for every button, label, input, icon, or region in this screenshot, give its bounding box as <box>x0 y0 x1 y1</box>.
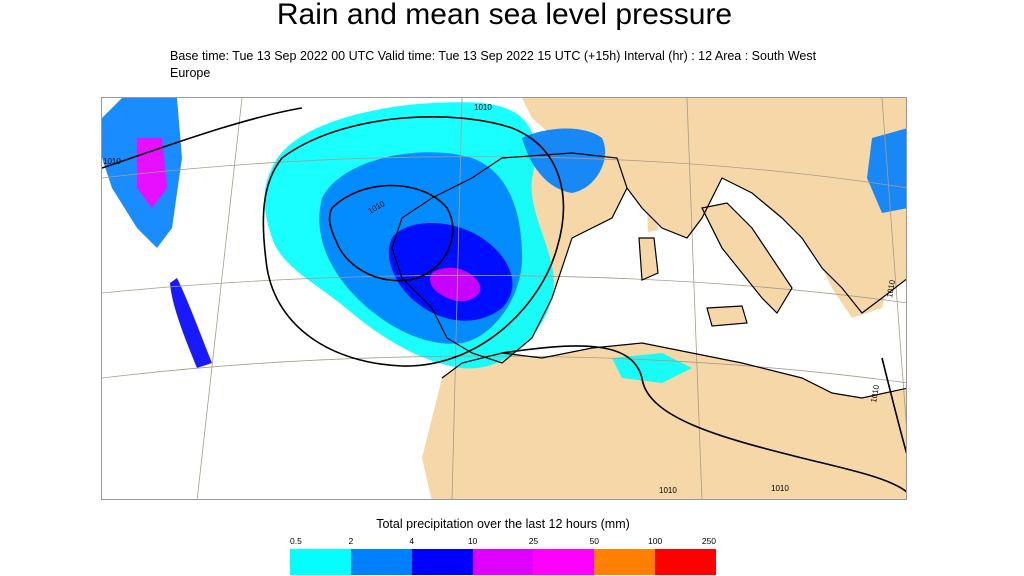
legend-tick-label: 100 <box>648 536 663 546</box>
map-panel[interactable]: 1010 1010 1010 1010 1010 1010 1010 <box>101 97 907 500</box>
coast-europe <box>626 177 906 314</box>
legend-tick-label: 4 <box>409 536 415 546</box>
isobar-north <box>102 107 303 169</box>
graticule-layer <box>102 98 906 499</box>
coast-iberia <box>391 152 628 364</box>
graticule-lat-2 <box>102 355 906 384</box>
graticule-lat-1 <box>102 274 906 304</box>
isobar-layer <box>102 107 906 493</box>
legend-tick-label: 0.5 <box>290 536 302 546</box>
legend-tick-label: 25 <box>528 536 539 546</box>
land-sardinia <box>639 238 658 280</box>
legend-swatch <box>350 549 412 575</box>
land-north-africa <box>422 343 906 499</box>
legend-tick-label: 50 <box>589 536 600 546</box>
graticule-lon-3 <box>686 98 703 499</box>
precip-atlantic-west-core <box>137 138 167 208</box>
precip-atlantic-streak <box>170 278 212 368</box>
legend-swatch <box>655 549 717 575</box>
weather-map: 1010 1010 1010 1010 1010 1010 1010 <box>102 98 906 499</box>
chart-title: Rain and mean sea level pressure <box>276 0 733 31</box>
legend-swatch <box>290 549 351 575</box>
precip-band-peak <box>430 267 481 302</box>
precipitation-layer <box>102 98 906 383</box>
land-italy <box>702 203 792 313</box>
land-corsica <box>647 208 658 232</box>
coastline-layer <box>391 152 906 399</box>
legend-swatch <box>411 549 473 575</box>
legend-tick-label: 10 <box>467 536 478 546</box>
graticule-lat-3 <box>102 156 906 189</box>
isobar-low-outer <box>262 116 565 367</box>
isobar-label: 1010 <box>659 486 677 495</box>
precip-france <box>522 128 606 193</box>
graticule-lon-1 <box>196 98 243 499</box>
isobar-low-inner <box>328 184 454 282</box>
isobar-label: 1010 <box>869 384 881 404</box>
legend-tick-label: 2 <box>348 536 354 546</box>
land-europe <box>522 98 906 313</box>
chart-subtitle: Base time: Tue 13 Sep 2022 00 UTC Valid … <box>170 49 817 80</box>
isobar-africa <box>501 345 906 493</box>
color-legend-bar <box>290 549 717 575</box>
isobar-label: 1010 <box>474 103 492 112</box>
legend-swatch <box>594 549 656 575</box>
coast-italy <box>701 202 793 314</box>
land-balkans <box>802 208 892 318</box>
legend-swatch <box>472 549 534 575</box>
legend-title: Total precipitation over the last 12 hou… <box>376 517 630 531</box>
legend-tick-labels: 0.5 2 4 10 25 50 100 250 <box>290 536 716 548</box>
coast-africa <box>441 342 906 399</box>
precip-east <box>867 128 906 213</box>
legend-tick-label: 250 <box>701 536 716 546</box>
coast-sardinia <box>638 237 659 281</box>
isobar-east <box>881 357 906 455</box>
legend-swatch <box>533 549 595 575</box>
isobar-label: 1010 <box>771 484 789 493</box>
land-sicily <box>707 306 747 326</box>
isobar-label: 1010 <box>885 279 897 299</box>
graticule-lon-2 <box>451 98 463 499</box>
isobar-label: 1010 <box>103 157 121 166</box>
coast-sicily <box>706 305 748 327</box>
graticule-lon-4 <box>881 98 906 426</box>
